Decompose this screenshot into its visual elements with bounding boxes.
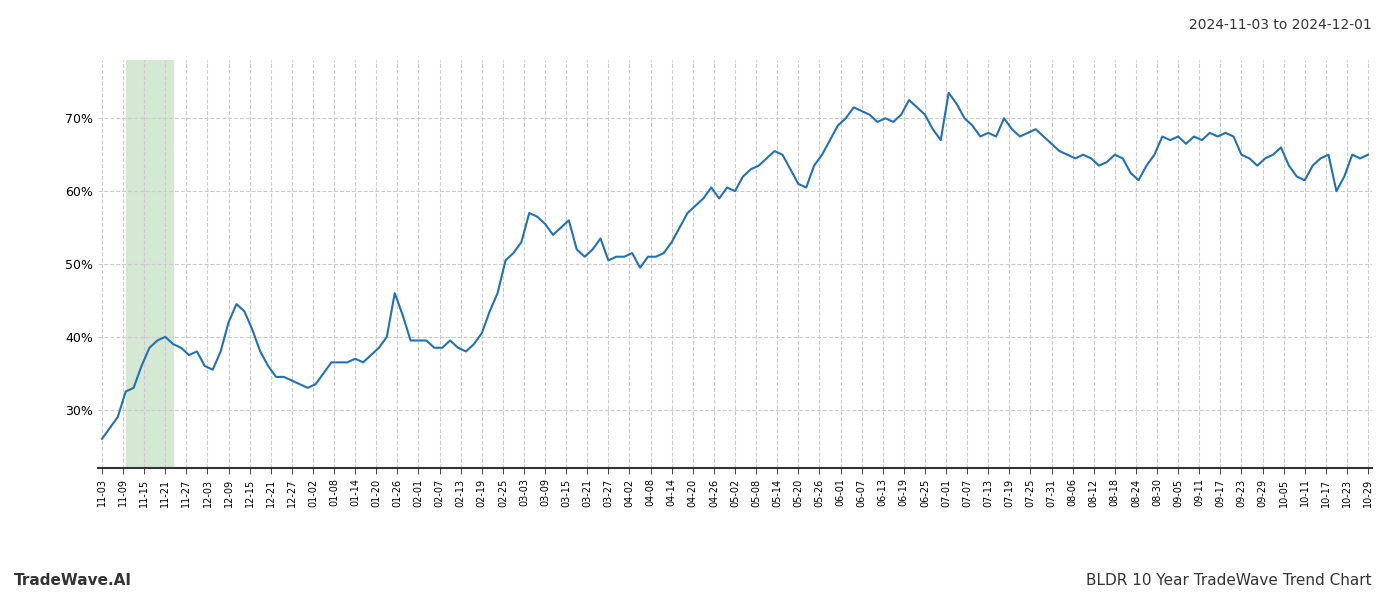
Text: BLDR 10 Year TradeWave Trend Chart: BLDR 10 Year TradeWave Trend Chart — [1086, 573, 1372, 588]
Bar — [126, 60, 174, 468]
Text: TradeWave.AI: TradeWave.AI — [14, 573, 132, 588]
Text: 2024-11-03 to 2024-12-01: 2024-11-03 to 2024-12-01 — [1189, 18, 1372, 32]
